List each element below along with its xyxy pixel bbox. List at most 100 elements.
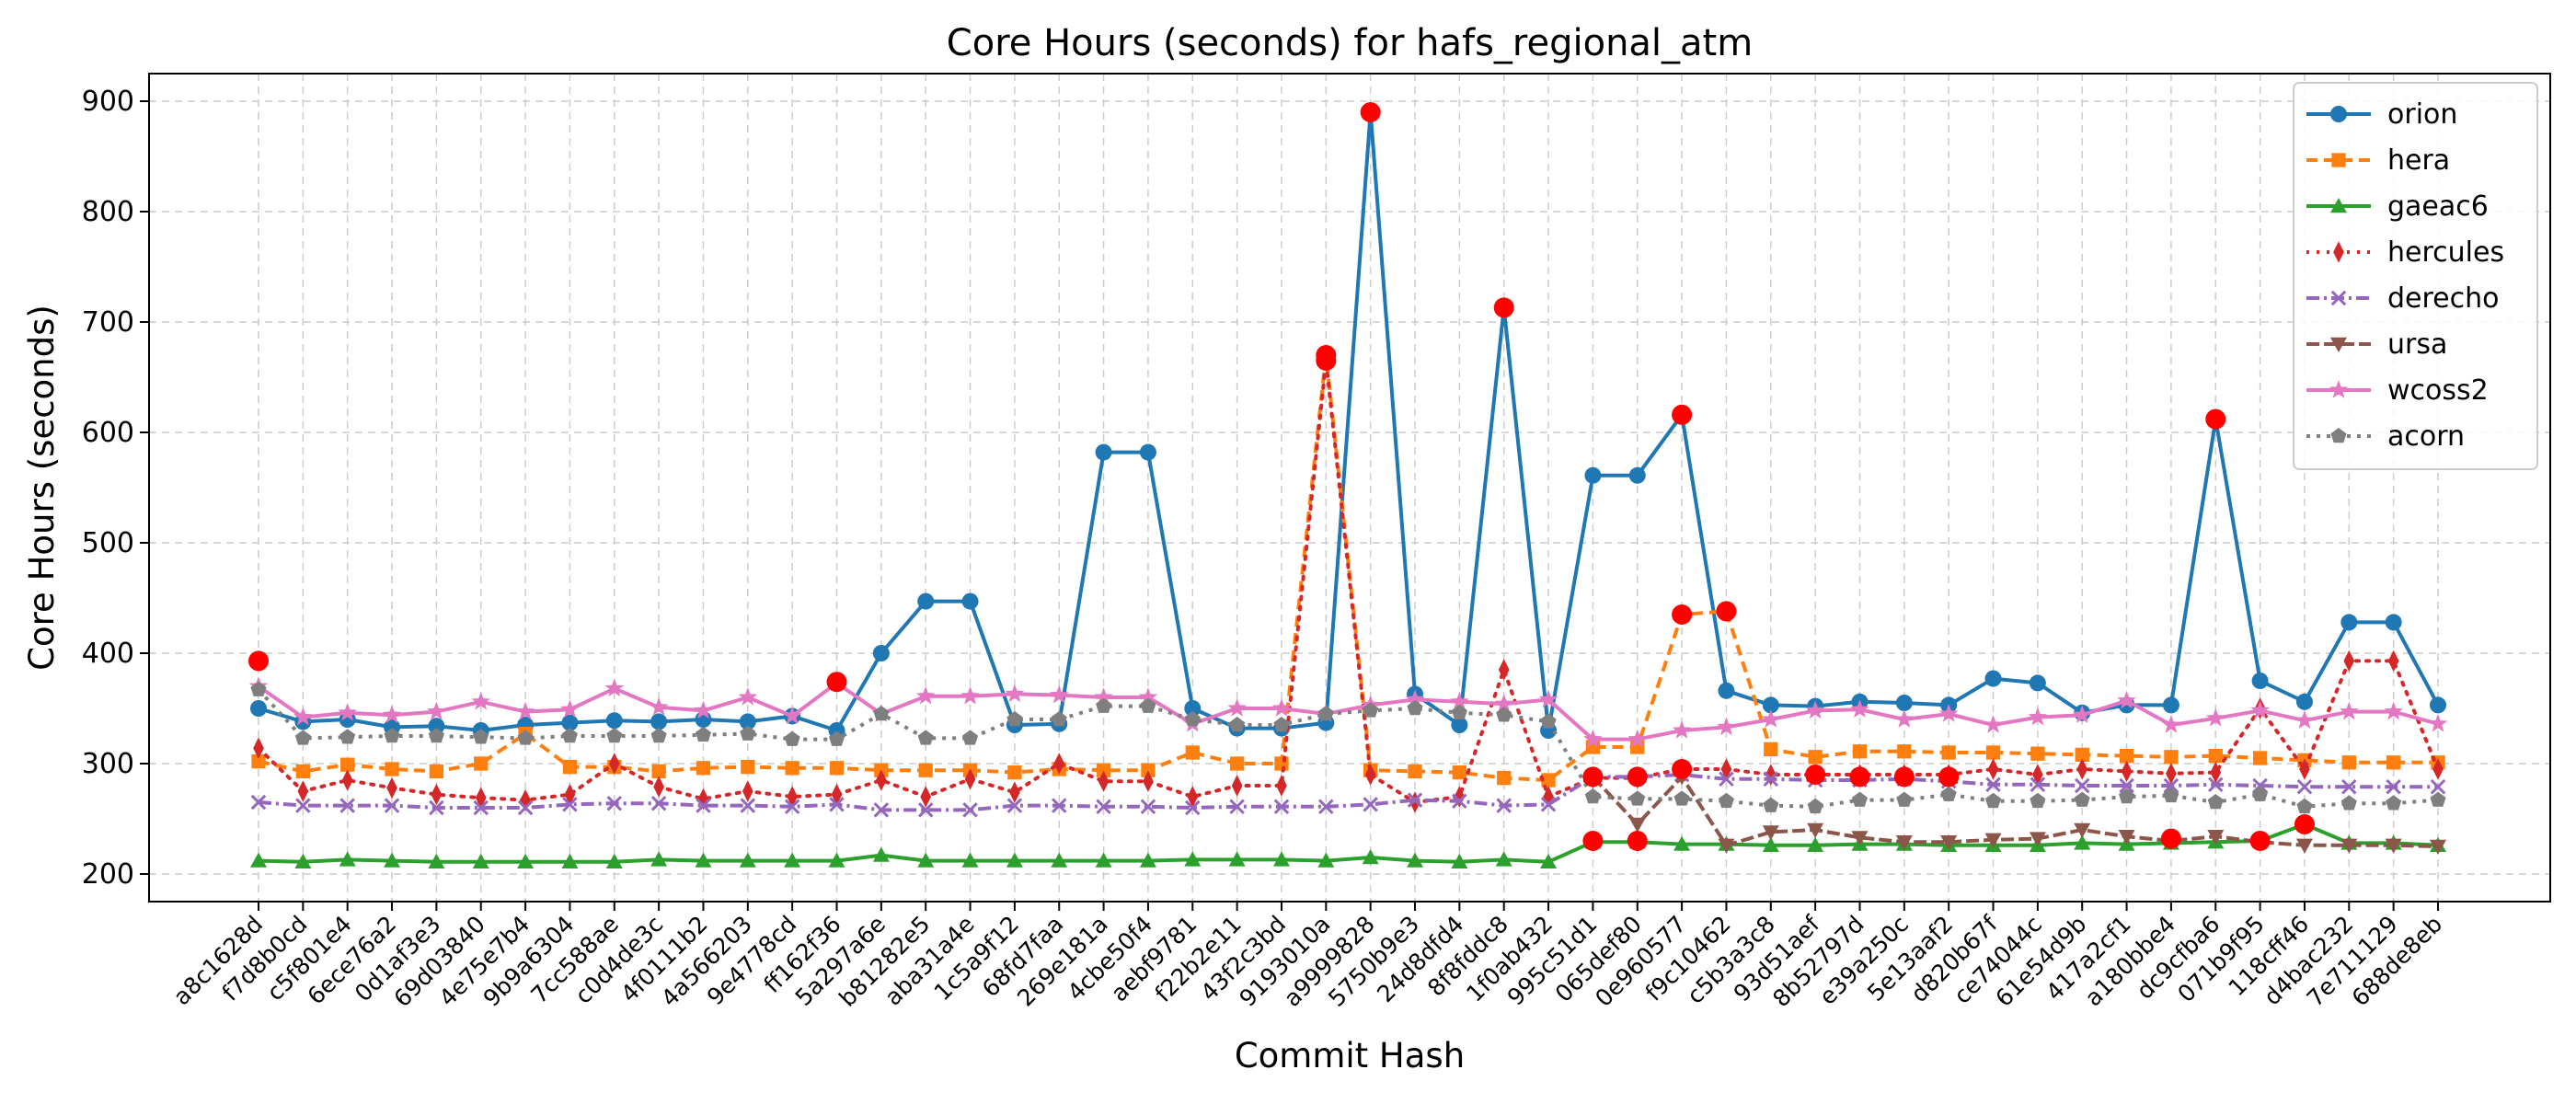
data-point-orion — [428, 718, 445, 735]
data-point-wcoss2 — [694, 700, 713, 719]
data-point-derecho — [606, 795, 623, 811]
data-point-hercules — [297, 780, 309, 802]
data-point-derecho — [740, 798, 756, 813]
highlight-point — [1849, 766, 1870, 788]
data-point-acorn — [1673, 790, 1690, 806]
highlight-point — [1316, 351, 1337, 371]
data-point-hercules — [920, 786, 932, 808]
data-point-hera — [1408, 764, 1422, 779]
data-point-ursa — [2430, 839, 2446, 855]
data-point-orion — [1628, 466, 1646, 484]
data-point-hercules — [2387, 650, 2399, 673]
data-point-ursa — [1628, 817, 1646, 833]
data-point-acorn — [1940, 786, 1957, 801]
data-point-acorn — [384, 728, 400, 743]
data-point-orion — [2340, 614, 2358, 631]
data-point-hera — [1497, 770, 1512, 786]
data-point-wcoss2 — [1094, 687, 1113, 706]
data-point-acorn — [294, 730, 311, 745]
data-point-orion — [2162, 696, 2179, 714]
data-point-ursa — [1851, 831, 1869, 846]
data-point-gaeac6 — [1228, 851, 1246, 867]
data-point-acorn — [828, 730, 845, 746]
data-point-acorn — [250, 681, 267, 696]
data-point-acorn — [2163, 787, 2179, 803]
data-point-wcoss2 — [2384, 701, 2403, 720]
legend-marker-derecho — [2330, 290, 2347, 306]
data-point-acorn — [606, 728, 623, 743]
legend-label: ursa — [2387, 328, 2447, 361]
data-point-hercules — [608, 753, 620, 775]
data-point-hera — [651, 764, 666, 779]
data-point-wcoss2 — [2072, 705, 2092, 723]
data-point-orion — [1718, 682, 1735, 699]
data-point-hercules — [876, 769, 887, 791]
data-point-gaeac6 — [472, 853, 489, 868]
data-point-wcoss2 — [1984, 715, 2003, 733]
data-point-ursa — [1895, 835, 1913, 851]
data-point-acorn — [1184, 711, 1201, 727]
data-point-derecho — [339, 798, 355, 813]
data-point-hercules — [831, 783, 843, 806]
series-line-acorn — [257, 688, 2439, 809]
data-point-gaeac6 — [294, 853, 312, 868]
highlight-point — [1582, 766, 1604, 788]
data-point-ursa — [2385, 838, 2402, 854]
data-point-orion — [917, 592, 935, 610]
data-point-hera — [474, 756, 489, 771]
data-point-hera — [1941, 745, 1956, 760]
data-point-orion — [1584, 466, 1602, 484]
data-point-wcoss2 — [2250, 700, 2270, 719]
data-point-hera — [1096, 763, 1111, 777]
data-point-hera — [2386, 755, 2401, 770]
data-point-wcoss2 — [338, 703, 357, 721]
data-point-hercules — [742, 780, 753, 802]
data-point-hercules — [1765, 764, 1777, 786]
data-point-ursa — [2118, 830, 2135, 845]
data-point-hercules — [1276, 775, 1287, 797]
highlight-point — [1627, 766, 1648, 788]
data-point-acorn — [1496, 707, 1512, 722]
highlight-markers — [248, 102, 2315, 851]
data-point-ursa — [1762, 825, 1779, 841]
data-point-derecho — [2296, 778, 2313, 795]
data-point-hera — [2252, 751, 2268, 765]
data-point-hercules — [1187, 786, 1199, 808]
data-point-ursa — [1940, 835, 1958, 851]
data-point-wcoss2 — [1494, 694, 1513, 712]
data-point-wcoss2 — [2294, 710, 2315, 729]
data-point-wcoss2 — [2205, 708, 2225, 727]
data-point-hera — [1185, 745, 1200, 760]
data-point-wcoss2 — [1227, 698, 1247, 717]
data-point-wcoss2 — [1138, 687, 1158, 706]
data-point-acorn — [1363, 702, 1379, 718]
data-point-wcoss2 — [1627, 729, 1648, 748]
highlight-point — [2294, 814, 2315, 834]
data-point-orion — [1451, 717, 1468, 733]
data-point-wcoss2 — [471, 692, 491, 710]
data-point-derecho — [1273, 799, 1290, 815]
data-point-orion — [2430, 696, 2446, 714]
y-tick-label: 200 — [82, 858, 134, 891]
y-tick-label: 500 — [82, 527, 134, 559]
data-point-hera — [2030, 746, 2045, 761]
data-point-acorn — [695, 726, 712, 742]
data-point-gaeac6 — [1495, 851, 1512, 867]
data-point-ursa — [2074, 822, 2091, 838]
data-point-derecho — [2074, 777, 2090, 794]
data-point-wcoss2 — [2117, 690, 2136, 709]
highlight-point — [1360, 102, 1381, 122]
y-tick-label: 900 — [82, 86, 134, 118]
data-point-derecho — [2030, 776, 2046, 793]
data-point-derecho — [1540, 797, 1557, 812]
data-point-hera — [1007, 765, 1022, 780]
legend-entry-orion: orion — [2306, 98, 2457, 131]
data-point-hera — [918, 763, 933, 777]
data-point-gaeac6 — [250, 852, 267, 868]
data-point-hera — [1985, 745, 2001, 760]
data-point-derecho — [1185, 799, 1201, 816]
data-point-gaeac6 — [561, 853, 579, 868]
legend-marker-ursa — [2330, 337, 2347, 352]
data-point-hercules — [253, 737, 264, 759]
data-point-acorn — [1896, 791, 1913, 807]
